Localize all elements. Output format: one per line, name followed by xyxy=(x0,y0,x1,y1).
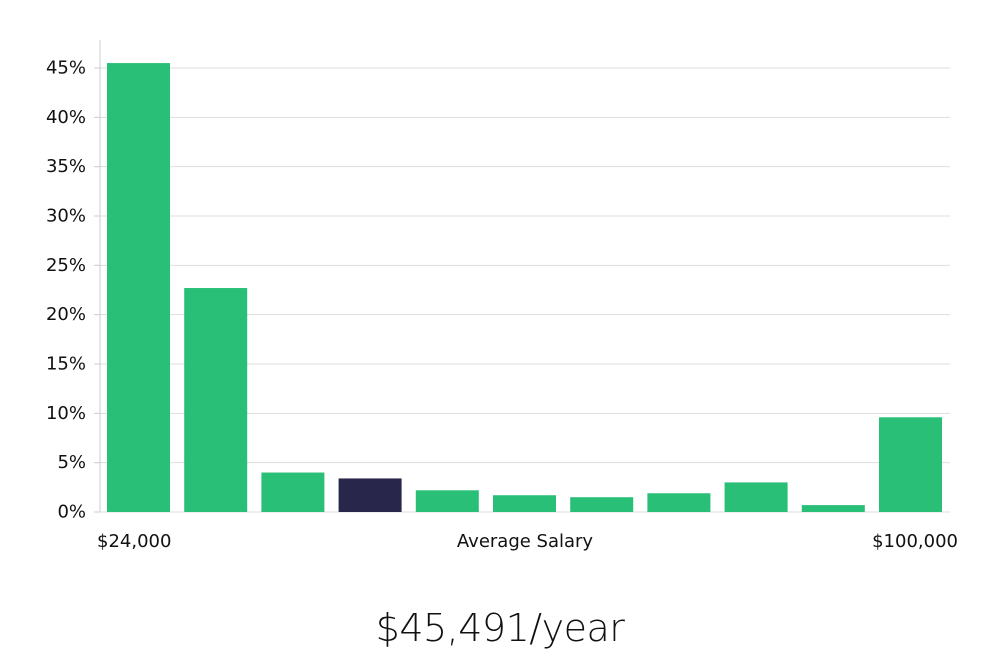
salary-distribution-chart: 0% 5% 10% 15% 20% 25% 30% 35% 40% 45% $24,000 Ave… xyxy=(46,40,958,552)
y-tick-label: 35% xyxy=(46,156,86,177)
bars xyxy=(107,63,942,513)
y-tick-label: 20% xyxy=(46,304,86,325)
bar xyxy=(493,495,556,512)
y-tick-label: 10% xyxy=(46,403,86,424)
y-tick-label: 15% xyxy=(46,354,86,375)
bar xyxy=(724,482,788,512)
bar xyxy=(107,63,170,513)
bar xyxy=(801,505,865,512)
bar xyxy=(647,493,711,512)
y-axis-ticks: 0% 5% 10% 15% 20% 25% 30% 35% 40% 45% xyxy=(46,58,100,523)
bar-highlighted xyxy=(338,478,402,512)
bar xyxy=(261,472,325,512)
bar xyxy=(415,490,479,512)
bar xyxy=(184,288,248,512)
bar xyxy=(879,417,942,512)
y-tick-label: 5% xyxy=(57,452,86,473)
y-tick-label: 30% xyxy=(46,206,86,227)
y-tick-label: 25% xyxy=(46,255,86,276)
bar xyxy=(570,497,634,512)
y-tick-label: 45% xyxy=(46,58,86,79)
y-tick-label: 0% xyxy=(57,502,86,523)
average-salary-label: $45,491/year xyxy=(375,606,625,650)
x-end-label: $100,000 xyxy=(872,531,958,552)
x-start-label: $24,000 xyxy=(97,531,171,552)
x-axis-title: Average Salary xyxy=(457,531,594,552)
y-tick-label: 40% xyxy=(46,107,86,128)
